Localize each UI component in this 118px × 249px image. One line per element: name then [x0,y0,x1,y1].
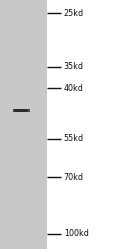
Bar [13,109,30,112]
Text: 100kd: 100kd [64,229,89,238]
Text: 55kd: 55kd [64,134,84,143]
Text: 35kd: 35kd [64,62,84,71]
Text: 40kd: 40kd [64,84,84,93]
Text: 25kd: 25kd [64,9,84,18]
Bar [0,0,47,249]
Text: 70kd: 70kd [64,173,84,182]
Bar [14,109,28,112]
Bar [15,109,27,112]
